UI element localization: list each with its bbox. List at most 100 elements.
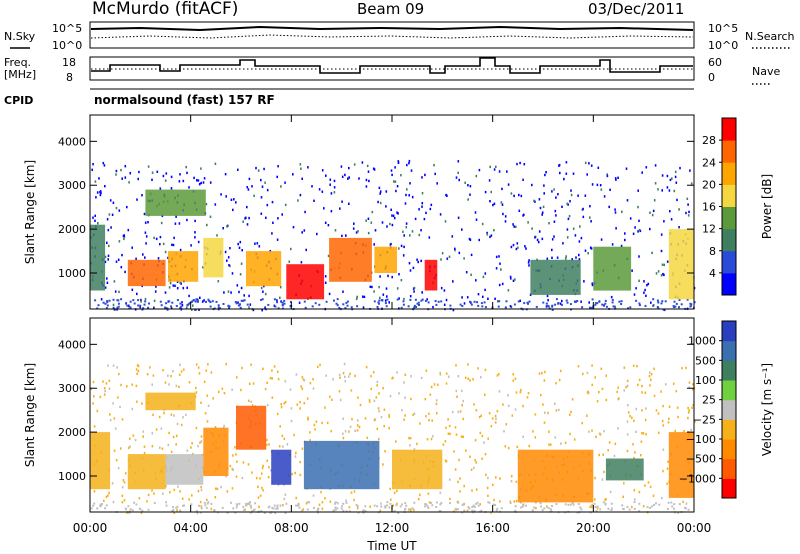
echo-speckle — [426, 438, 429, 441]
echo-speckle — [302, 508, 305, 511]
echo-speckle — [122, 479, 125, 482]
ground-scatter — [131, 509, 134, 512]
echo-speckle — [685, 502, 688, 505]
echo-speckle — [615, 178, 617, 181]
echo-speckle — [577, 194, 579, 197]
echo-speckle — [234, 446, 236, 449]
echo-speckle — [236, 376, 238, 379]
echo-speckle — [364, 417, 367, 420]
echo-speckle — [510, 480, 513, 483]
echo-speckle — [324, 275, 327, 278]
echo-speckle — [502, 212, 504, 216]
echo-speckle — [687, 203, 689, 206]
echo-speckle — [377, 437, 380, 441]
echo-speckle — [588, 301, 590, 304]
echo-speckle — [687, 411, 690, 414]
echo-speckle — [291, 472, 293, 476]
echo-speckle — [325, 174, 327, 177]
echo-speckle — [457, 480, 459, 484]
echo-speckle — [483, 441, 485, 444]
echo-speckle — [591, 364, 593, 367]
echo-speckle — [457, 410, 460, 414]
echo-speckle — [222, 227, 224, 230]
echo-speckle — [214, 426, 217, 429]
ground-scatter — [594, 303, 597, 306]
echo-speckle — [280, 185, 282, 188]
echo-speckle — [634, 498, 636, 501]
echo-region — [303, 440, 380, 490]
ground-scatter — [333, 299, 335, 302]
echo-speckle — [692, 388, 694, 391]
echo-speckle — [271, 377, 273, 380]
echo-speckle — [378, 410, 380, 413]
echo-speckle — [687, 416, 689, 420]
echo-speckle — [230, 291, 232, 294]
echo-speckle — [223, 291, 225, 294]
ground-scatter — [595, 510, 598, 513]
echo-speckle — [162, 242, 165, 246]
echo-speckle — [519, 161, 521, 165]
echo-speckle — [300, 167, 302, 170]
echo-speckle — [486, 231, 488, 235]
echo-speckle — [687, 406, 689, 410]
ground-scatter — [125, 508, 127, 511]
ground-scatter — [483, 301, 486, 304]
echo-speckle — [112, 303, 115, 307]
echo-speckle — [387, 274, 389, 278]
echo-speckle — [260, 196, 263, 199]
echo-speckle — [373, 290, 375, 293]
ground-scatter — [611, 301, 614, 304]
echo-speckle — [479, 431, 482, 435]
echo-speckle — [106, 277, 108, 280]
echo-speckle — [142, 435, 144, 438]
colorbar-swatch — [722, 162, 736, 185]
echo-speckle — [428, 501, 431, 504]
echo-speckle — [554, 209, 557, 213]
echo-speckle — [209, 215, 212, 218]
echo-speckle — [281, 434, 284, 438]
echo-speckle — [221, 387, 224, 390]
echo-speckle — [501, 187, 503, 191]
ground-scatter — [467, 506, 470, 509]
echo-speckle — [126, 385, 128, 388]
echo-speckle — [655, 272, 658, 275]
echo-speckle — [454, 247, 456, 250]
echo-speckle — [240, 286, 243, 290]
echo-speckle — [498, 170, 501, 173]
echo-speckle — [614, 211, 617, 214]
echo-speckle — [380, 502, 382, 505]
ground-scatter — [338, 306, 341, 309]
ground-scatter — [439, 510, 442, 513]
echo-speckle — [262, 489, 264, 492]
echo-speckle — [590, 220, 592, 223]
ground-scatter — [386, 298, 389, 301]
echo-speckle — [379, 509, 382, 512]
echo-speckle — [575, 256, 577, 259]
ground-scatter — [580, 508, 583, 511]
echo-speckle — [266, 438, 268, 442]
echo-speckle — [532, 430, 534, 433]
echo-speckle — [528, 444, 530, 448]
echo-speckle — [210, 371, 213, 374]
echo-speckle — [288, 260, 291, 263]
ground-scatter — [533, 506, 536, 509]
ground-scatter — [306, 508, 309, 511]
ground-scatter — [129, 300, 132, 303]
echo-speckle — [603, 195, 606, 198]
echo-speckle — [262, 464, 264, 468]
echo-speckle — [556, 256, 559, 259]
echo-speckle — [103, 393, 106, 396]
echo-speckle — [112, 364, 115, 367]
echo-speckle — [379, 275, 381, 278]
ground-scatter — [469, 300, 471, 303]
ground-scatter — [522, 504, 525, 506]
echo-speckle — [261, 309, 263, 312]
echo-speckle — [327, 224, 330, 227]
echo-speckle — [587, 252, 589, 255]
ground-scatter — [638, 510, 641, 513]
ground-scatter — [126, 304, 129, 307]
echo-speckle — [266, 403, 269, 407]
echo-speckle — [370, 221, 373, 224]
echo-speckle — [663, 273, 665, 277]
echo-speckle — [627, 404, 629, 407]
